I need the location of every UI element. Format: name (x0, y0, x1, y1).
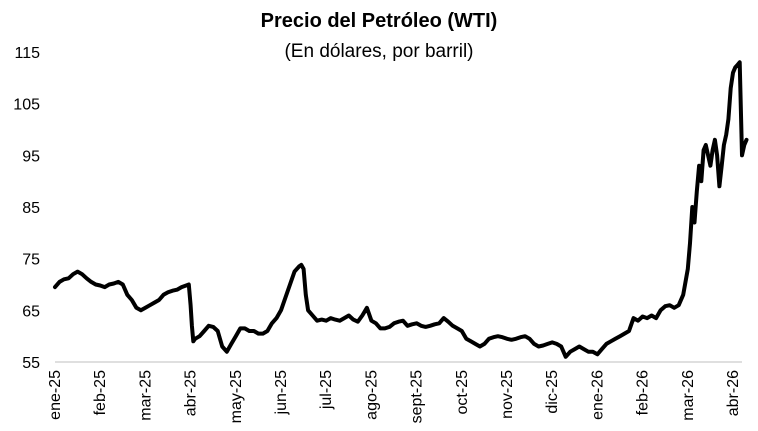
series-line (53, 60, 749, 359)
chart-subtitle: (En dólares, por barril) (284, 41, 474, 62)
x-tick-label: ene-25 (47, 370, 64, 420)
chart-title: Precio del Petróleo (WTI) (260, 10, 498, 32)
y-tick-label: 85 (22, 200, 40, 217)
y-tick-label: 105 (13, 97, 40, 114)
x-tick-label: ago-25 (363, 370, 380, 420)
x-tick-label: mar-25 (137, 370, 154, 421)
x-tick-label: nov-25 (499, 370, 516, 419)
x-tick-label: oct-25 (454, 370, 471, 415)
x-tick-label: feb-25 (92, 370, 109, 415)
x-tick-label: may-25 (228, 370, 245, 423)
y-tick-label: 75 (22, 252, 40, 269)
y-tick-label: 55 (22, 355, 40, 372)
x-tick-label: abr-25 (183, 370, 200, 416)
x-tick-label: sept-25 (409, 370, 426, 423)
x-tick-label: mar-26 (680, 370, 697, 421)
x-tick-label: ene-26 (589, 370, 606, 420)
x-tick-label: dic-25 (544, 370, 561, 414)
y-tick-label: 115 (14, 45, 40, 62)
x-tick-label: jul-25 (318, 370, 335, 410)
x-tick-label: abr-26 (725, 370, 742, 416)
x-tick-label: jun-25 (273, 370, 290, 416)
y-tick-label: 95 (22, 148, 40, 165)
y-tick-label: 65 (22, 303, 40, 320)
x-tick-label: feb-26 (635, 370, 652, 415)
